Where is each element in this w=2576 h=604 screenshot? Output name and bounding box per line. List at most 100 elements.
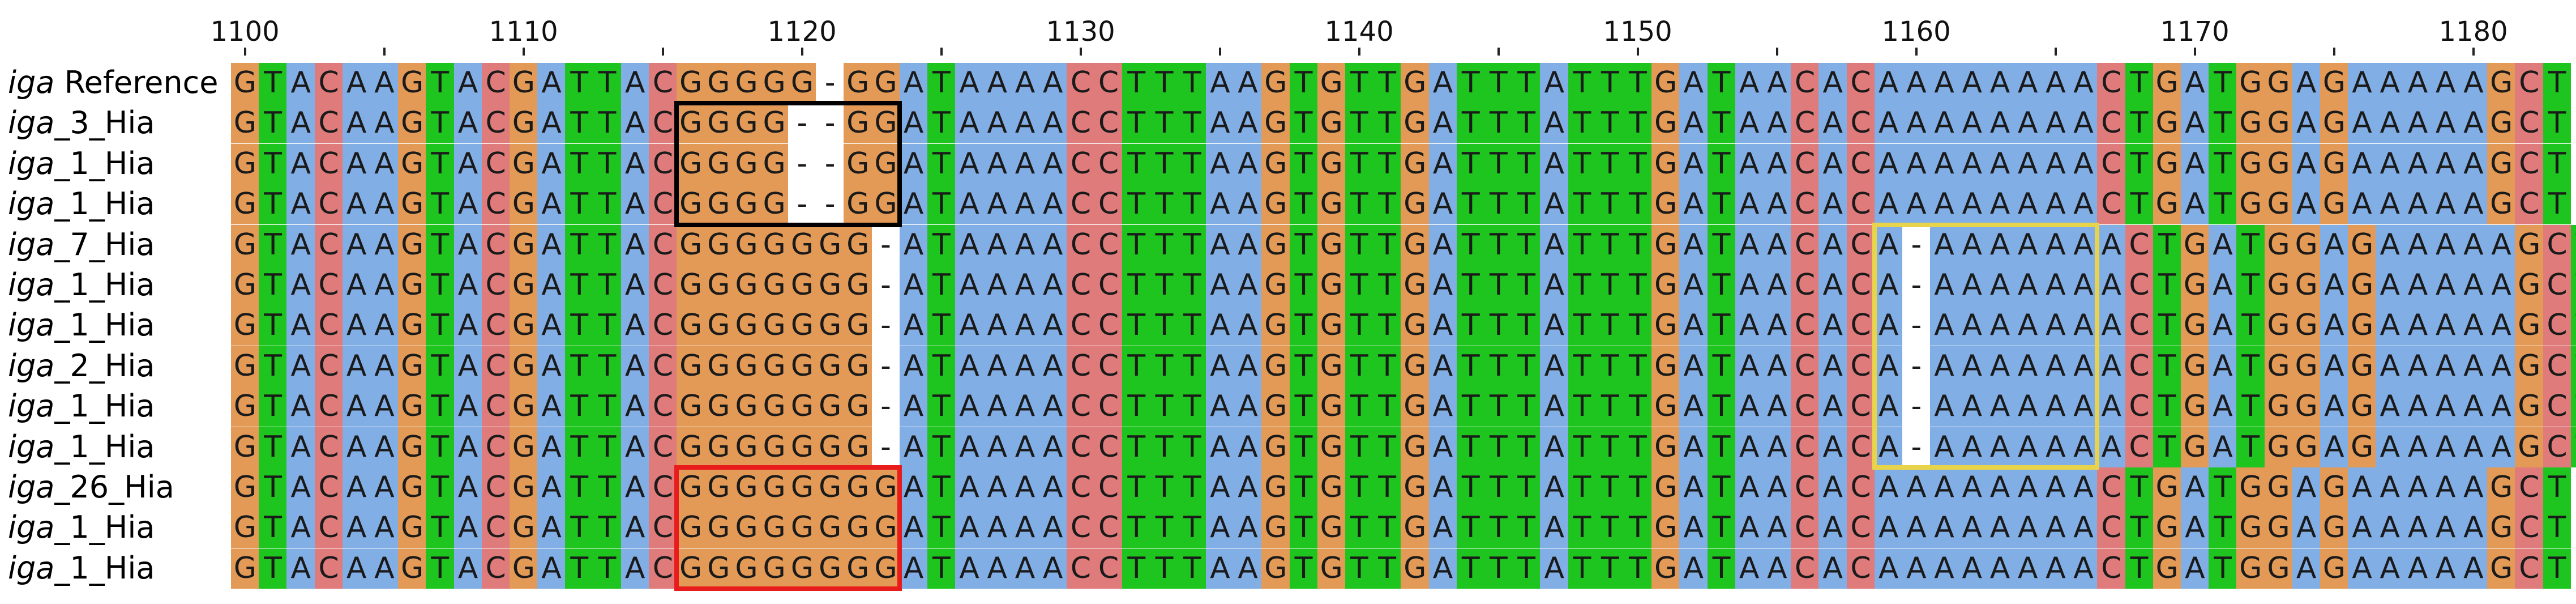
base-cell: A [1679, 508, 1708, 548]
base-cell: G [2236, 548, 2265, 589]
sequence-name-suffix: _7_Hia [54, 226, 155, 262]
base-cell: C [2515, 143, 2544, 184]
base-cell: G [1261, 305, 1290, 346]
sequence-name-suffix: _2_Hia [54, 347, 155, 384]
base-cell: T [1512, 548, 1541, 589]
gap-cell: - [1902, 427, 1931, 467]
base-cell: A [2069, 548, 2098, 589]
base-cell: T [1456, 386, 1485, 427]
base-cell: A [1763, 346, 1791, 386]
base-cell: C [1067, 63, 1095, 103]
base-cell: T [2236, 224, 2265, 265]
base-cell: C [1067, 508, 1095, 548]
base-cell: A [1011, 224, 1039, 265]
base-cell: T [1122, 103, 1151, 144]
sequence-name-prefix: iga [8, 186, 55, 222]
gap-cell: - [1902, 305, 1931, 346]
base-cell: A [537, 508, 566, 548]
base-cell: G [2153, 508, 2181, 548]
gap-cell: - [871, 265, 900, 305]
base-cell: A [537, 103, 566, 144]
base-cell: T [1178, 265, 1206, 305]
base-cell: A [1428, 63, 1457, 103]
base-cell: C [1067, 386, 1095, 427]
base-cell: A [2376, 467, 2404, 508]
base-cell: A [899, 103, 928, 144]
base-cell: T [2209, 184, 2237, 225]
base-cell: A [1206, 265, 1234, 305]
ruler-tick [1497, 48, 1500, 56]
base-cell: T [1373, 143, 1401, 184]
base-cell: C [1067, 103, 1095, 144]
base-cell: G [844, 548, 872, 589]
base-cell: A [2320, 224, 2348, 265]
base-cell: G [2264, 386, 2293, 427]
base-cell: T [1345, 467, 1373, 508]
base-cell: T [593, 427, 622, 467]
base-cell: G [2236, 184, 2265, 225]
base-cell: T [1373, 467, 1401, 508]
base-cell: G [2181, 346, 2209, 386]
base-cell: G [760, 184, 789, 225]
base-cell: G [844, 305, 872, 346]
base-cell: G [510, 305, 538, 346]
base-cell: C [1791, 103, 1819, 144]
base-cell: A [453, 184, 482, 225]
base-cell: G [1261, 224, 1290, 265]
base-cell: G [510, 467, 538, 508]
base-cell: T [1512, 346, 1541, 386]
base-cell: C [2125, 305, 2154, 346]
base-cell: A [370, 103, 399, 144]
base-cell: T [1512, 508, 1541, 548]
base-cell: C [481, 508, 510, 548]
base-cell: G [2320, 184, 2348, 225]
base-cell: A [2459, 143, 2488, 184]
base-cell: C [1791, 265, 1819, 305]
base-cell: G [788, 63, 816, 103]
base-cell: T [2153, 386, 2181, 427]
sequence-name-suffix: Reference [54, 65, 219, 100]
base-cell: A [286, 386, 315, 427]
base-cell: G [788, 224, 816, 265]
base-cell: T [1707, 346, 1736, 386]
base-cell: G [1401, 508, 1430, 548]
base-cell: T [1624, 265, 1652, 305]
base-cell: T [1345, 63, 1373, 103]
base-cell: T [259, 184, 287, 225]
base-cell: G [2320, 63, 2348, 103]
base-cell: A [1763, 103, 1791, 144]
base-cell: G [1651, 508, 1680, 548]
base-cell: G [2320, 548, 2348, 589]
base-cell: C [1846, 467, 1875, 508]
sequence-name-suffix: _1_Hia [54, 550, 155, 586]
base-cell: A [1763, 305, 1791, 346]
base-cell: G [1401, 386, 1430, 427]
base-cell: A [2403, 265, 2432, 305]
base-cell: T [2153, 427, 2181, 467]
base-cell: T [1568, 508, 1597, 548]
base-cell: T [1707, 467, 1736, 508]
base-cell: T [259, 265, 287, 305]
base-cell: A [1874, 265, 1903, 305]
base-cell: T [1345, 548, 1373, 589]
base-cell: G [1401, 427, 1430, 467]
base-cell: A [2069, 184, 2098, 225]
base-cell: A [1234, 103, 1262, 144]
base-cell: A [1930, 386, 1958, 427]
base-cell: A [2013, 467, 2042, 508]
base-cell: T [1456, 508, 1485, 548]
base-cell: A [1763, 63, 1791, 103]
base-cell: T [1512, 184, 1541, 225]
base-cell: G [2181, 305, 2209, 346]
base-cell: G [398, 508, 426, 548]
base-cell: C [2515, 508, 2544, 548]
base-cell: T [1150, 143, 1179, 184]
base-cell: T [426, 467, 455, 508]
base-cell: G [2181, 427, 2209, 467]
ruler-label: 1160 [1881, 16, 1951, 48]
ruler-label: 1130 [1046, 16, 1115, 48]
base-cell: A [1540, 508, 1569, 548]
base-cell: C [1094, 305, 1123, 346]
base-cell: G [677, 63, 705, 103]
base-cell: A [2376, 103, 2404, 144]
